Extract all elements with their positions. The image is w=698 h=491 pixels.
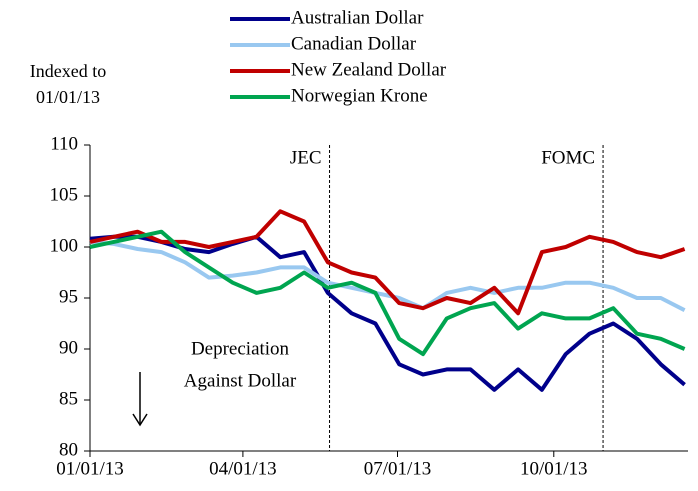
y-tick-label: 105 [50,184,79,205]
y-tick-label: 85 [59,388,78,409]
y-axis-label: 01/01/13 [36,87,100,107]
y-tick-label: 100 [50,235,79,256]
y-tick-label: 95 [59,286,78,307]
y-tick-label: 80 [59,439,78,460]
legend-label: Canadian Dollar [291,33,417,54]
x-tick-label: 07/01/13 [364,458,432,479]
event-label: FOMC [541,147,595,168]
legend-label: Australian Dollar [291,7,424,28]
arrow-head [132,413,148,427]
series-line [89,239,686,312]
x-tick-label: 01/01/13 [56,458,124,479]
y-tick-label: 90 [59,337,78,358]
annotation: Against Dollar [184,370,297,391]
annotation: Depreciation [191,338,290,359]
y-axis-label: Indexed to [30,61,106,81]
series-line [89,234,686,392]
event-label: JEC [290,147,322,168]
series-line [89,209,686,316]
x-tick-label: 10/01/13 [520,458,588,479]
series-line [89,229,686,357]
y-tick-label: 110 [50,133,78,154]
legend-label: Norwegian Krone [291,85,428,106]
x-tick-label: 04/01/13 [209,458,277,479]
legend-label: New Zealand Dollar [291,59,447,80]
